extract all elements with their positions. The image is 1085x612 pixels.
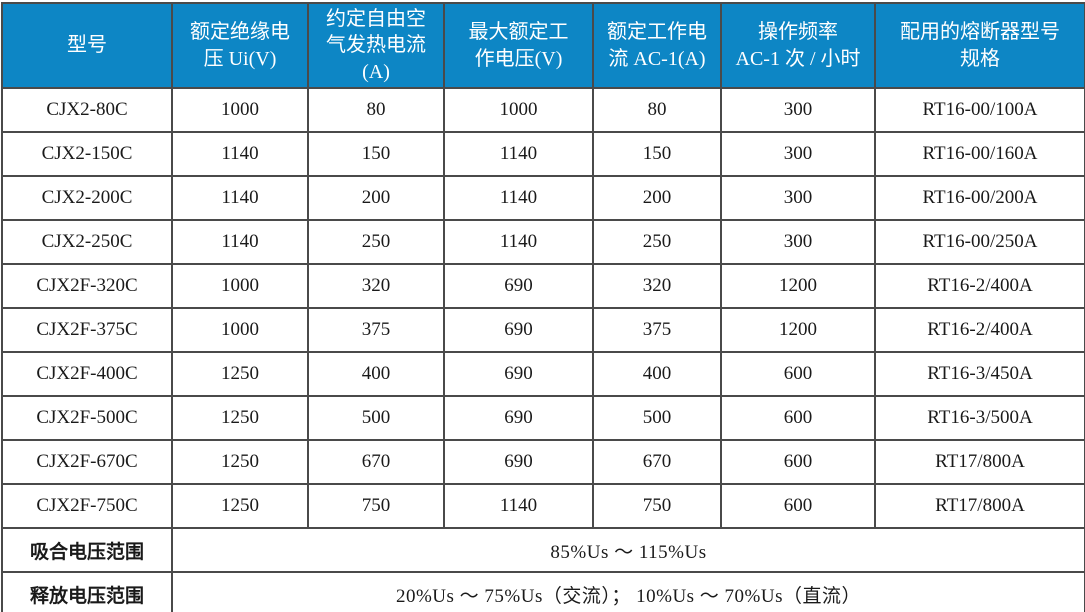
col-header-model: 型号 <box>1 1 173 90</box>
cell-thermal-current: 670 <box>307 439 445 486</box>
cell-working-current: 250 <box>592 219 722 266</box>
cell-insulation-voltage: 1000 <box>171 87 309 134</box>
col-header-fuse-spec: 配用的熔断器型号 规格 <box>874 1 1085 90</box>
table-row: CJX2-200C 1140 200 1140 200 300 RT16-00/… <box>1 175 1085 222</box>
cell-fuse-spec: RT16-3/500A <box>874 395 1085 442</box>
cell-fuse-spec: RT17/800A <box>874 483 1085 530</box>
cell-operating-frequency: 600 <box>720 483 876 530</box>
cell-working-current: 670 <box>592 439 722 486</box>
cell-max-working-voltage: 1140 <box>443 175 594 222</box>
cell-insulation-voltage: 1250 <box>171 483 309 530</box>
cell-thermal-current: 320 <box>307 263 445 310</box>
footer-value-pickup-voltage-range: 85%Us ～ 115%Us <box>171 527 1085 574</box>
cell-model: CJX2F-375C <box>1 307 173 354</box>
table-row: CJX2F-670C 1250 670 690 670 600 RT17/800… <box>1 439 1085 486</box>
cell-model: CJX2-200C <box>1 175 173 222</box>
cell-max-working-voltage: 1140 <box>443 483 594 530</box>
cell-max-working-voltage: 1000 <box>443 87 594 134</box>
col-header-rated-insulation-voltage: 额定绝缘电 压 Ui(V) <box>171 1 309 90</box>
cell-operating-frequency: 300 <box>720 87 876 134</box>
table-row: CJX2F-320C 1000 320 690 320 1200 RT16-2/… <box>1 263 1085 310</box>
cell-operating-frequency: 300 <box>720 175 876 222</box>
cell-operating-frequency: 600 <box>720 395 876 442</box>
cell-operating-frequency: 300 <box>720 131 876 178</box>
cell-working-current: 80 <box>592 87 722 134</box>
table-row: CJX2F-375C 1000 375 690 375 1200 RT16-2/… <box>1 307 1085 354</box>
cell-operating-frequency: 600 <box>720 439 876 486</box>
cell-insulation-voltage: 1140 <box>171 175 309 222</box>
cell-insulation-voltage: 1250 <box>171 395 309 442</box>
cell-operating-frequency: 1200 <box>720 263 876 310</box>
cell-model: CJX2F-320C <box>1 263 173 310</box>
cell-working-current: 400 <box>592 351 722 398</box>
cell-thermal-current: 500 <box>307 395 445 442</box>
table-row: CJX2-250C 1140 250 1140 250 300 RT16-00/… <box>1 219 1085 266</box>
col-header-free-air-thermal-current: 约定自由空 气发热电流 (A) <box>307 1 445 90</box>
cell-fuse-spec: RT17/800A <box>874 439 1085 486</box>
cell-model: CJX2F-670C <box>1 439 173 486</box>
cell-thermal-current: 250 <box>307 219 445 266</box>
cell-insulation-voltage: 1250 <box>171 439 309 486</box>
table-row: CJX2F-500C 1250 500 690 500 600 RT16-3/5… <box>1 395 1085 442</box>
cell-insulation-voltage: 1000 <box>171 307 309 354</box>
col-header-max-rated-working-voltage: 最大额定工 作电压(V) <box>443 1 594 90</box>
cell-model: CJX2-150C <box>1 131 173 178</box>
cell-operating-frequency: 600 <box>720 351 876 398</box>
cell-working-current: 200 <box>592 175 722 222</box>
cell-max-working-voltage: 690 <box>443 395 594 442</box>
cell-working-current: 750 <box>592 483 722 530</box>
cell-thermal-current: 200 <box>307 175 445 222</box>
cell-working-current: 320 <box>592 263 722 310</box>
cell-max-working-voltage: 690 <box>443 307 594 354</box>
footer-row-release-voltage: 释放电压范围 20%Us ～ 75%Us（交流）； 10%Us ～ 70%Us（… <box>1 571 1085 612</box>
col-header-operating-frequency: 操作频率 AC-1 次 / 小时 <box>720 1 876 90</box>
cell-model: CJX2F-500C <box>1 395 173 442</box>
table-header-row: 型号 额定绝缘电 压 Ui(V) 约定自由空 气发热电流 (A) 最大额定工 作… <box>1 1 1085 90</box>
cell-fuse-spec: RT16-3/450A <box>874 351 1085 398</box>
table-row: CJX2F-400C 1250 400 690 400 600 RT16-3/4… <box>1 351 1085 398</box>
table-row: CJX2-80C 1000 80 1000 80 300 RT16-00/100… <box>1 87 1085 134</box>
cell-thermal-current: 80 <box>307 87 445 134</box>
cell-thermal-current: 400 <box>307 351 445 398</box>
cell-max-working-voltage: 690 <box>443 263 594 310</box>
cell-thermal-current: 150 <box>307 131 445 178</box>
cell-operating-frequency: 300 <box>720 219 876 266</box>
cell-insulation-voltage: 1000 <box>171 263 309 310</box>
cell-fuse-spec: RT16-00/100A <box>874 87 1085 134</box>
cell-working-current: 375 <box>592 307 722 354</box>
cell-insulation-voltage: 1140 <box>171 219 309 266</box>
cell-model: CJX2F-750C <box>1 483 173 530</box>
cell-fuse-spec: RT16-00/250A <box>874 219 1085 266</box>
cell-max-working-voltage: 690 <box>443 439 594 486</box>
col-header-rated-working-current: 额定工作电 流 AC-1(A) <box>592 1 722 90</box>
cell-fuse-spec: RT16-00/160A <box>874 131 1085 178</box>
footer-value-release-voltage-range: 20%Us ～ 75%Us（交流）； 10%Us ～ 70%Us（直流） <box>171 571 1085 612</box>
table-row: CJX2-150C 1140 150 1140 150 300 RT16-00/… <box>1 131 1085 178</box>
cell-model: CJX2-250C <box>1 219 173 266</box>
cell-insulation-voltage: 1250 <box>171 351 309 398</box>
cell-fuse-spec: RT16-2/400A <box>874 307 1085 354</box>
cell-fuse-spec: RT16-2/400A <box>874 263 1085 310</box>
cell-working-current: 150 <box>592 131 722 178</box>
cell-thermal-current: 375 <box>307 307 445 354</box>
cell-operating-frequency: 1200 <box>720 307 876 354</box>
cell-max-working-voltage: 1140 <box>443 131 594 178</box>
cell-insulation-voltage: 1140 <box>171 131 309 178</box>
footer-label-pickup-voltage-range: 吸合电压范围 <box>1 527 173 574</box>
cell-max-working-voltage: 690 <box>443 351 594 398</box>
cell-model: CJX2F-400C <box>1 351 173 398</box>
cell-fuse-spec: RT16-00/200A <box>874 175 1085 222</box>
cell-thermal-current: 750 <box>307 483 445 530</box>
table-row: CJX2F-750C 1250 750 1140 750 600 RT17/80… <box>1 483 1085 530</box>
cell-working-current: 500 <box>592 395 722 442</box>
footer-label-release-voltage-range: 释放电压范围 <box>1 571 173 612</box>
cell-model: CJX2-80C <box>1 87 173 134</box>
cell-max-working-voltage: 1140 <box>443 219 594 266</box>
footer-row-pickup-voltage: 吸合电压范围 85%Us ～ 115%Us <box>1 527 1085 574</box>
